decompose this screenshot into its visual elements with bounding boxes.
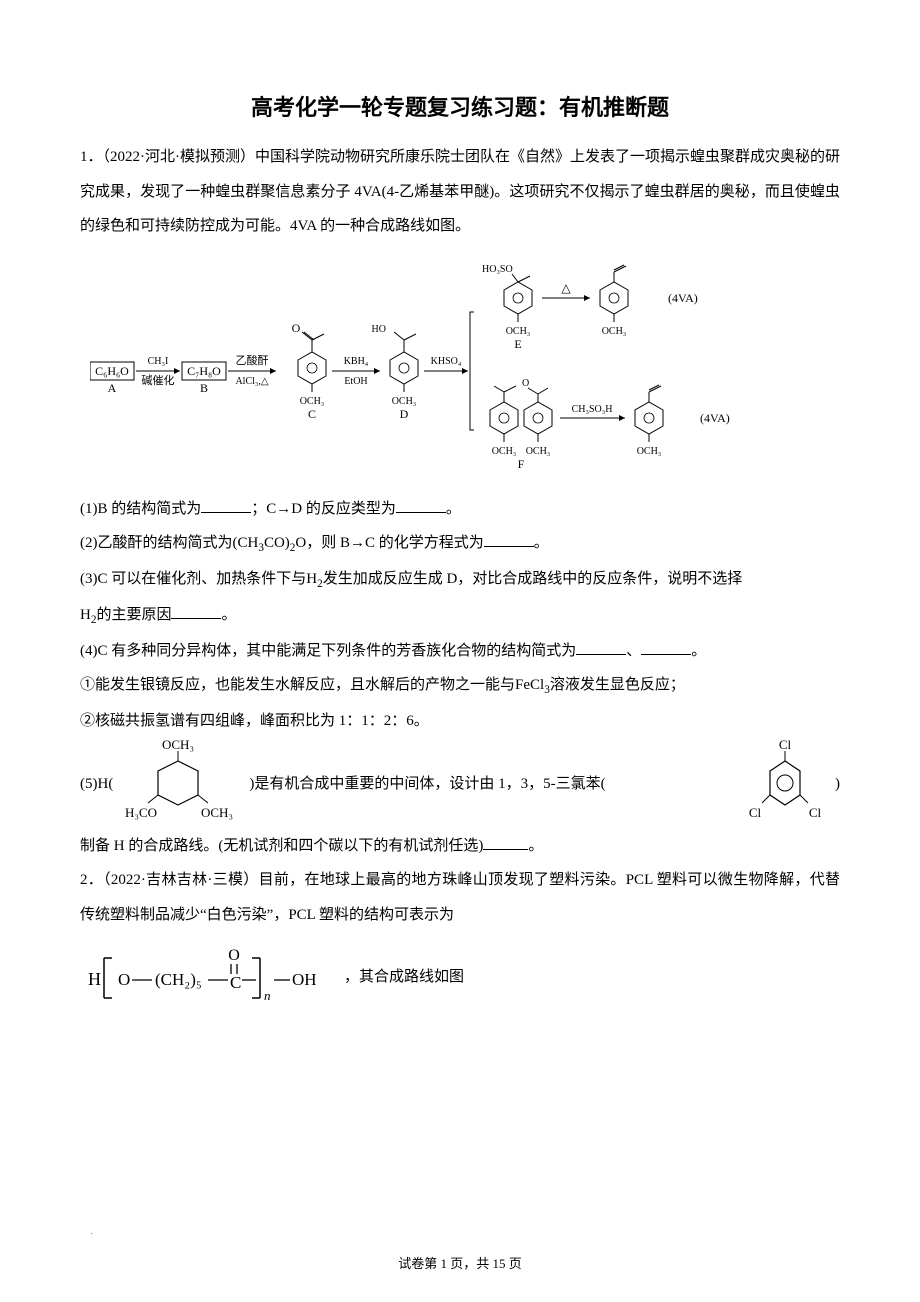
q5-mid: )是有机合成中重要的中间体，设计由 1，3，5-三氯苯( — [243, 772, 735, 796]
pcl-c: C — [230, 973, 241, 992]
q2: (2)乙酸酐的结构简式为(CH3CO)2O，则 B→C 的化学方程式为。 — [80, 526, 840, 562]
delta1: △ — [561, 281, 571, 295]
cl-top: Cl — [779, 739, 792, 752]
label-f: F — [518, 457, 525, 471]
cl-left: Cl — [749, 805, 762, 820]
q4-1a: ①能发生银镜反应，也能发生水解反应，且水解后的产物之一能与FeCl — [80, 677, 544, 693]
arr2-top: 乙酸酐 — [236, 353, 269, 367]
e-ho3so: HO₃SO — [482, 264, 513, 275]
pcl-ch2: (CH₂)₅ — [155, 970, 202, 989]
q1-a: (1)B 的结构简式为 — [80, 501, 201, 517]
intro-paragraph: 1．（2022·河北·模拟预测）中国科学院动物研究所康乐院士团队在《自然》上发表… — [80, 140, 840, 244]
label-d: D — [400, 407, 409, 421]
4va-label2: (4VA) — [700, 411, 730, 425]
c-o: O — [292, 321, 301, 335]
h-top: OCH₃ — [162, 739, 194, 752]
q4-1: ①能发生银镜反应，也能发生水解反应，且水解后的产物之一能与FeCl3溶液发生显色… — [80, 668, 840, 704]
4va1-och3: OCH₃ — [602, 326, 627, 337]
q1-b: ；C→D 的反应类型为 — [251, 501, 396, 517]
blank — [396, 498, 446, 513]
d-ho: HO — [372, 324, 386, 335]
arr3-top: KBH₄ — [344, 356, 369, 367]
blank — [171, 604, 221, 619]
q5-row: (5)H( OCH₃ H₃CO OCH₃ )是有机合成中重要的中间体，设计由 1… — [80, 739, 840, 829]
q1-c: 。 — [446, 501, 461, 517]
pcl-odbl: O — [228, 947, 240, 964]
h-left: H₃CO — [125, 805, 157, 820]
reaction-scheme: .t { font-family: "Times New Roman", ser… — [90, 252, 830, 482]
c-och3: OCH₃ — [300, 396, 325, 407]
label-c: C — [308, 407, 316, 421]
page-footer: 试卷第 1 页，共 15 页 — [0, 1253, 920, 1272]
q2-d: 。 — [534, 535, 549, 551]
pcl-n: n — [264, 988, 271, 1003]
struct-4va-top: OCH₃ (4VA) — [600, 265, 698, 337]
q2-b: CO) — [264, 535, 290, 551]
blank — [484, 532, 534, 547]
label-a: A — [108, 381, 117, 395]
q3: (3)C 可以在催化剂、加热条件下与H2发生加成反应生成 D，对比合成路线中的反… — [80, 562, 840, 598]
blank — [483, 835, 528, 850]
box-a-text: C₆H₆O — [95, 364, 129, 378]
q3-a: (3)C 可以在催化剂、加热条件下与H — [80, 571, 317, 587]
f-o: O — [522, 378, 529, 389]
h-right: OCH₃ — [201, 805, 233, 820]
e-och3: OCH₃ — [506, 326, 531, 337]
pcl-o1: O — [118, 970, 130, 989]
q3-e: 。 — [221, 607, 236, 623]
dot-mark: · — [90, 1229, 93, 1240]
arr5: CH₃SO₃H — [572, 404, 613, 415]
f-och3-2: OCH₃ — [526, 446, 551, 457]
blank — [641, 640, 691, 655]
q4-2: ②核磁共振氢谱有四组峰，峰面积比为 1：1：2：6。 — [80, 704, 840, 739]
q5-tail-text: 制备 H 的合成路线。(无机试剂和四个碳以下的有机试剂任选) — [80, 838, 483, 854]
q5-post: ) — [835, 772, 840, 796]
box-b-text: C₇H₈O — [187, 364, 221, 378]
struct-c: O OCH₃ C — [292, 321, 326, 421]
pcl-h: H — [88, 969, 101, 989]
pcl-structure: H O (CH₂)₅ O C n OH — [80, 940, 340, 1010]
q2-c: O，则 B→C 的化学方程式为 — [295, 535, 483, 551]
q3-d: 的主要原因 — [96, 607, 171, 623]
cl-right: Cl — [809, 805, 822, 820]
arr3-bot: EtOH — [344, 376, 367, 387]
4va-label1: (4VA) — [668, 291, 698, 305]
page-title: 高考化学一轮专题复习练习题：有机推断题 — [80, 90, 840, 122]
q4-b: 、 — [626, 643, 641, 659]
blank — [201, 498, 251, 513]
q3-c: H — [80, 607, 91, 623]
q6-b: ，其合成路线如图 — [344, 965, 464, 986]
q5-tail2: 。 — [528, 838, 543, 854]
4va2-och3: OCH₃ — [637, 446, 662, 457]
q4-1b: 溶液发生显色反应； — [550, 677, 685, 693]
struct-f: O OCH₃ OCH₃ F — [490, 378, 552, 471]
arr4: KHSO₄ — [431, 356, 462, 367]
q2-a: (2)乙酸酐的结构简式为(CH — [80, 535, 258, 551]
blank — [576, 640, 626, 655]
struct-h: OCH₃ H₃CO OCH₃ — [113, 739, 243, 829]
label-b: B — [200, 381, 208, 395]
pcl-oh: OH — [292, 970, 317, 989]
struct-d: HO OCH₃ D — [372, 324, 418, 421]
q4-c: 。 — [691, 643, 706, 659]
q1: (1)B 的结构简式为 ；C→D 的反应类型为 。 — [80, 492, 840, 527]
struct-4va-bot: OCH₃ (4VA) — [635, 385, 730, 457]
struct-e: HO₃SO OCH₃ E — [482, 264, 532, 351]
q5-tail: 制备 H 的合成路线。(无机试剂和四个碳以下的有机试剂任选) 。 — [80, 829, 840, 864]
arr1-top: CH₃I — [148, 356, 169, 367]
d-och3: OCH₃ — [392, 396, 417, 407]
q5-pre: (5)H( — [80, 772, 113, 796]
f-och3-1: OCH₃ — [492, 446, 517, 457]
struct-trichlorobenzene: Cl Cl Cl — [735, 739, 835, 829]
q3-b: 发生加成反应生成 D，对比合成路线中的反应条件，说明不选择 — [323, 571, 743, 587]
arr1-bot: 碱催化 — [142, 373, 175, 387]
q6-a: 2．（2022·吉林吉林·三模）目前，在地球上最高的地方珠峰山顶发现了塑料污染。… — [80, 863, 840, 932]
pcl-row: H O (CH₂)₅ O C n OH ，其合成路线如图 — [80, 940, 840, 1010]
label-e: E — [514, 337, 521, 351]
q4-a: (4)C 有多种同分异构体，其中能满足下列条件的芳香族化合物的结构简式为 — [80, 643, 576, 659]
q3-line2: H2的主要原因。 — [80, 598, 840, 634]
arr2-bot: AlCl₃,△ — [235, 376, 268, 387]
q4: (4)C 有多种同分异构体，其中能满足下列条件的芳香族化合物的结构简式为 、 。 — [80, 634, 840, 669]
